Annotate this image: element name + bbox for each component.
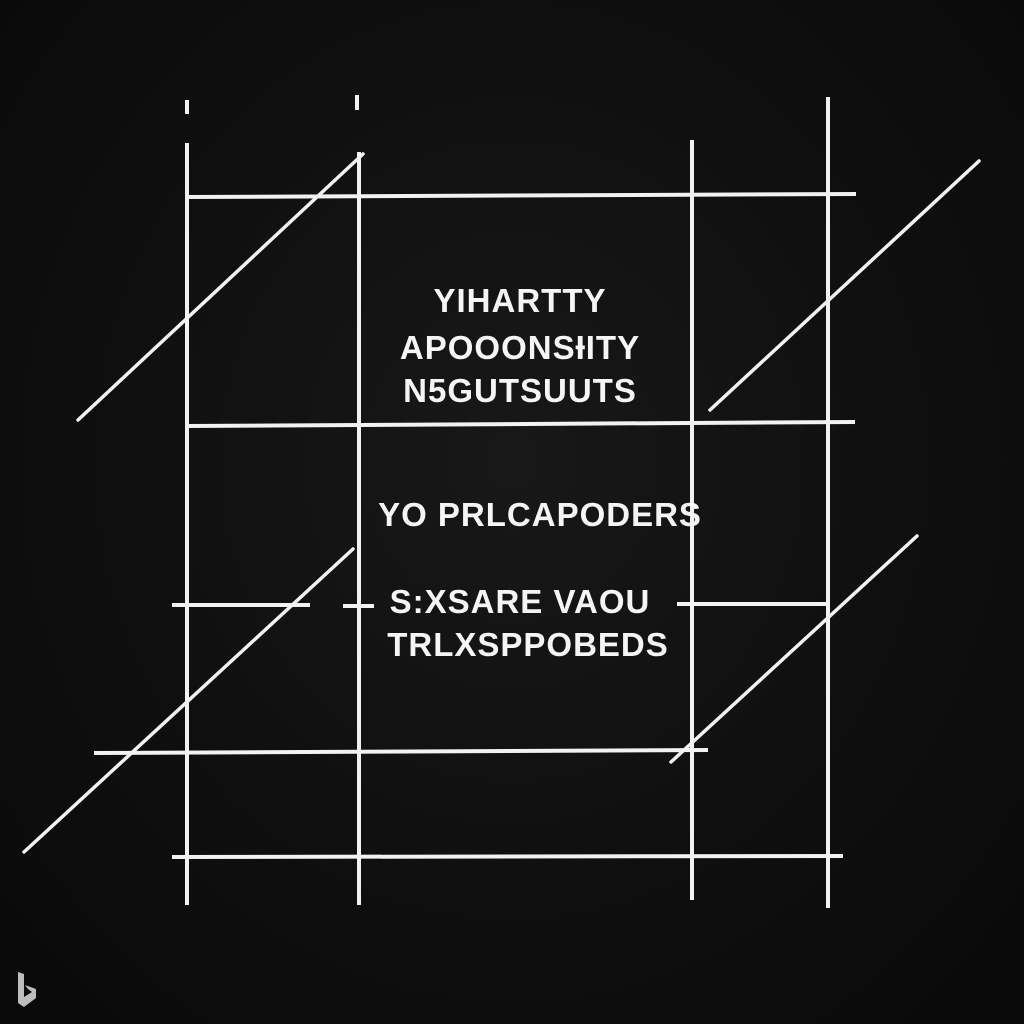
diagram-label: S:XSARE VAOU bbox=[389, 583, 651, 620]
horizontal-line bbox=[186, 192, 857, 199]
diagram-label: TRLXSPPOBEDS bbox=[387, 626, 669, 663]
horizontal-line bbox=[171, 854, 844, 859]
diagram-label: YO PRLCAPODERS bbox=[378, 496, 702, 533]
diagonal-line bbox=[22, 547, 355, 854]
diagonal-line bbox=[669, 534, 919, 764]
bing-logo-icon bbox=[18, 972, 36, 1007]
diagram-label: YIHARTTY bbox=[433, 282, 607, 319]
horizontal-line bbox=[93, 748, 709, 755]
diagram-label: N5GUTSUUTS bbox=[403, 372, 637, 409]
horizontal-line bbox=[186, 420, 856, 428]
diagonal-line bbox=[76, 152, 365, 422]
diagram-label: APOOONSƗITY bbox=[399, 329, 641, 366]
diagonal-line bbox=[708, 159, 981, 412]
